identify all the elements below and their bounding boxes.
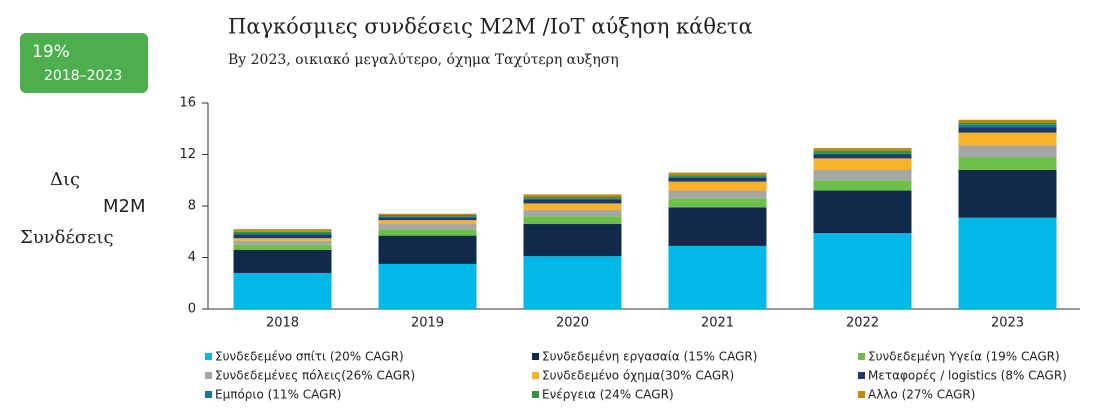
bar-segment xyxy=(668,190,767,199)
bar-segment xyxy=(813,154,912,159)
bar-segment xyxy=(668,175,767,177)
legend-label: Εμπόριο (11% CAGR) xyxy=(215,388,341,402)
legend-label: Ενέργεια (24% CAGR) xyxy=(542,388,674,402)
bar-segment xyxy=(958,145,1057,158)
legend-swatch xyxy=(858,372,865,379)
bar-segment xyxy=(233,249,332,273)
bar-segment xyxy=(523,216,622,225)
bar-segment xyxy=(233,234,332,239)
y-label: Δις xyxy=(50,169,80,190)
x-tick-label: 2023 xyxy=(991,316,1024,331)
legend-label: Μεταφορές / logistics (8% CAGR) xyxy=(868,369,1067,383)
bar-segment xyxy=(378,229,477,236)
legend-swatch xyxy=(532,353,539,360)
bar-segment xyxy=(958,119,1057,123)
bar-segment xyxy=(958,132,1057,146)
legend-swatch xyxy=(205,372,212,379)
bar-segment xyxy=(813,158,912,170)
bar-segment xyxy=(813,233,912,309)
legend-swatch xyxy=(532,372,539,379)
bar-segment xyxy=(523,199,622,204)
bar-segment xyxy=(958,127,1057,133)
chart-subtitle: By 2023, οικιακό μεγαλύτερο, όχημα Ταχύτ… xyxy=(228,52,619,68)
legend-label: Συνδεδεμένη εργασαία (15% CAGR) xyxy=(542,350,757,364)
y-label: M2M xyxy=(103,196,146,217)
bar-segment xyxy=(378,224,477,230)
bar-segment xyxy=(233,238,332,241)
bar-segment xyxy=(378,216,477,218)
bar-segment xyxy=(378,263,477,309)
legend-swatch xyxy=(858,353,865,360)
bar-segment xyxy=(668,172,767,176)
legend-label: Συνδεδεμένο σπίτι (20% CAGR) xyxy=(215,350,404,364)
badge-box xyxy=(20,33,148,93)
y-tick-label: 4 xyxy=(188,250,196,265)
bar-segment xyxy=(378,220,477,225)
y-tick-label: 12 xyxy=(179,147,196,162)
bar-segment xyxy=(378,213,477,216)
x-tick-label: 2019 xyxy=(411,316,444,331)
bar-segment xyxy=(958,122,1057,125)
y-tick-label: 8 xyxy=(188,199,196,214)
bar-segment xyxy=(813,190,912,234)
x-tick-label: 2018 xyxy=(266,316,299,331)
bar-segment xyxy=(523,198,622,200)
bar-segment xyxy=(523,196,622,199)
bar-segment xyxy=(813,169,912,181)
bar-segment xyxy=(958,169,1057,218)
legend-label: Συνδεδεμένη Υγεία (19% CAGR) xyxy=(868,350,1060,364)
bar-segment xyxy=(523,194,622,197)
bar-segment xyxy=(668,198,767,208)
y-label: Συνδέσεις xyxy=(20,227,114,248)
y-tick-label: 0 xyxy=(188,302,196,317)
bar-segment xyxy=(233,231,332,234)
bar-segment xyxy=(378,217,477,221)
bar-segment xyxy=(378,235,477,264)
bar-segment xyxy=(958,217,1057,309)
x-tick-label: 2021 xyxy=(701,316,734,331)
x-tick-label: 2022 xyxy=(846,316,879,331)
bar-segment xyxy=(813,153,912,155)
bar-segment xyxy=(668,207,767,246)
bar-segment xyxy=(233,233,332,235)
bar-segment xyxy=(523,203,622,210)
legend-swatch xyxy=(205,391,212,398)
legend-swatch xyxy=(858,391,865,398)
legend-label: Συνδεδεμένο όχημα(30% CAGR) xyxy=(542,369,734,383)
bar-segment xyxy=(233,272,332,309)
bar-segment xyxy=(233,240,332,245)
bar-segment xyxy=(523,224,622,257)
bar-segment xyxy=(958,124,1057,128)
bar-segment xyxy=(668,181,767,191)
bar-segment xyxy=(668,177,767,182)
bar-segment xyxy=(378,215,477,217)
bar-segment xyxy=(668,176,767,178)
bar-segment xyxy=(813,180,912,191)
bar-segment xyxy=(668,245,767,309)
legend-swatch xyxy=(205,353,212,360)
badge-value: 19% xyxy=(32,42,70,62)
legend-label: Συνδεδεμένες πόλεις(26% CAGR) xyxy=(215,369,415,383)
bar-segment xyxy=(233,244,332,250)
bar-segment xyxy=(233,229,332,232)
chart-title: Παγκόσμιες συνδέσεις M2M /IoT αύξηση κάθ… xyxy=(228,15,753,39)
badge-period: 2018–2023 xyxy=(44,68,122,84)
legend-label: Αλλο (27% CAGR) xyxy=(868,388,975,402)
bar-segment xyxy=(813,150,912,154)
bar-segment xyxy=(958,157,1057,170)
bar-segment xyxy=(523,209,622,217)
legend-swatch xyxy=(532,391,539,398)
bar-segment xyxy=(523,256,622,309)
x-tick-label: 2020 xyxy=(556,316,589,331)
bar-segment xyxy=(813,148,912,151)
y-tick-label: 16 xyxy=(179,96,196,111)
